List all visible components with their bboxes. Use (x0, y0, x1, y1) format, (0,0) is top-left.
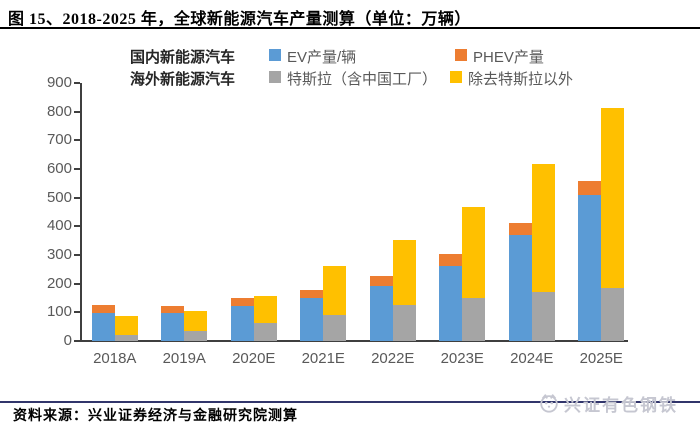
y-tick-mark (74, 340, 80, 342)
legend-chip-phev (455, 49, 467, 61)
y-tick-mark (74, 311, 80, 314)
bar-segment-2018A-除去特斯拉以外 (114, 315, 138, 335)
bar-segment-2023E-EV产量/辆 (439, 265, 463, 341)
bar-segment-2023E-PHEV产量 (439, 254, 463, 266)
x-tick-label: 2018A (93, 350, 137, 367)
y-tick-mark (74, 139, 80, 142)
bar-segment-2022E-特斯拉（含中国工厂） (392, 304, 416, 341)
x-tick-label: 2024E (510, 350, 554, 367)
bar-segment-2024E-PHEV产量 (508, 223, 532, 235)
brand-logo-text: 兴证有色钢铁 (564, 395, 678, 415)
bar-segment-2025E-EV产量/辆 (578, 194, 602, 341)
bar-segment-2021E-除去特斯拉以外 (323, 265, 347, 316)
y-tick-label: 800 (46, 102, 72, 120)
bar-segment-2018A-PHEV产量 (91, 304, 115, 313)
legend-label-phev: PHEV产量 (473, 49, 544, 66)
bar-segment-2023E-特斯拉（含中国工厂） (462, 297, 486, 341)
legend-label-extesla: 除去特斯拉以外 (468, 71, 574, 88)
y-axis-line (80, 83, 82, 342)
y-tick-mark (74, 225, 80, 228)
y-tick-label: 0 (63, 332, 72, 349)
legend-group-domestic: 国内新能源汽车 (130, 49, 236, 66)
x-tick-label: 2025E (579, 350, 623, 367)
bar-segment-2020E-特斯拉（含中国工厂） (253, 323, 277, 341)
bar-segment-2022E-PHEV产量 (369, 275, 393, 286)
bar-segment-2018A-EV产量/辆 (91, 312, 115, 341)
y-tick-label: 500 (46, 188, 72, 206)
title-divider (0, 27, 700, 29)
y-tick-mark (74, 110, 80, 113)
x-tick-label: 2019A (162, 350, 206, 367)
x-tick-label: 2020E (232, 350, 276, 367)
brand-mascot-icon (540, 394, 558, 413)
y-tick-mark (74, 254, 80, 256)
bar-segment-2022E-EV产量/辆 (369, 285, 393, 341)
bar-segment-2020E-除去特斯拉以外 (253, 295, 277, 324)
bar-segment-2021E-特斯拉（含中国工厂） (323, 315, 347, 341)
bar-segment-2019A-特斯拉（含中国工厂） (184, 331, 208, 341)
y-tick-label: 100 (46, 303, 72, 321)
y-tick-label: 200 (46, 274, 72, 292)
bar-segment-2024E-特斯拉（含中国工厂） (531, 291, 555, 341)
legend-label-ev: EV产量/辆 (287, 49, 357, 66)
y-tick-label: 400 (46, 217, 72, 235)
y-tick-mark (74, 168, 80, 170)
bar-segment-2024E-除去特斯拉以外 (531, 164, 555, 292)
bar-segment-2025E-特斯拉（含中国工厂） (601, 288, 625, 341)
source-note: 资料来源：兴业证券经济与金融研究院测算 (13, 409, 298, 424)
bar-segment-2021E-EV产量/辆 (300, 298, 324, 341)
legend-chip-tesla (269, 71, 281, 83)
bar-segment-2025E-PHEV产量 (578, 180, 602, 195)
figure-title: 图 15、2018-2025 年，全球新能源汽车产量测算（单位：万辆） (8, 11, 471, 28)
y-tick-label: 700 (46, 131, 72, 149)
footer-divider (0, 401, 700, 403)
bar-segment-2024E-EV产量/辆 (508, 234, 532, 341)
bar-segment-2020E-EV产量/辆 (230, 306, 254, 341)
bar-segment-2023E-除去特斯拉以外 (462, 206, 486, 298)
y-tick-label: 900 (46, 74, 72, 91)
y-tick-mark (74, 82, 80, 84)
bar-segment-2021E-PHEV产量 (300, 289, 324, 299)
brand-logo: 兴证有色钢铁 (538, 391, 678, 415)
x-tick-label: 2022E (371, 350, 415, 367)
x-tick-label: 2023E (440, 350, 484, 367)
bar-segment-2022E-除去特斯拉以外 (392, 240, 416, 305)
legend-group-overseas: 海外新能源汽车 (130, 71, 236, 88)
bar-segment-2019A-除去特斯拉以外 (184, 310, 208, 332)
x-tick-label: 2021E (301, 350, 345, 367)
bar-segment-2020E-PHEV产量 (230, 298, 254, 307)
legend-chip-ev (269, 49, 281, 61)
legend-label-tesla: 特斯拉（含中国工厂） (287, 71, 438, 88)
legend-chip-extesla (450, 71, 462, 83)
x-axis-line (80, 340, 628, 342)
bar-segment-2019A-EV产量/辆 (161, 313, 185, 341)
y-tick-mark (74, 196, 80, 199)
y-tick-label: 300 (46, 246, 72, 263)
bar-segment-2018A-特斯拉（含中国工厂） (114, 334, 138, 341)
y-tick-mark (74, 282, 80, 285)
bar-segment-2019A-PHEV产量 (161, 306, 185, 314)
y-tick-label: 600 (46, 160, 72, 177)
bar-segment-2025E-除去特斯拉以外 (601, 107, 625, 289)
